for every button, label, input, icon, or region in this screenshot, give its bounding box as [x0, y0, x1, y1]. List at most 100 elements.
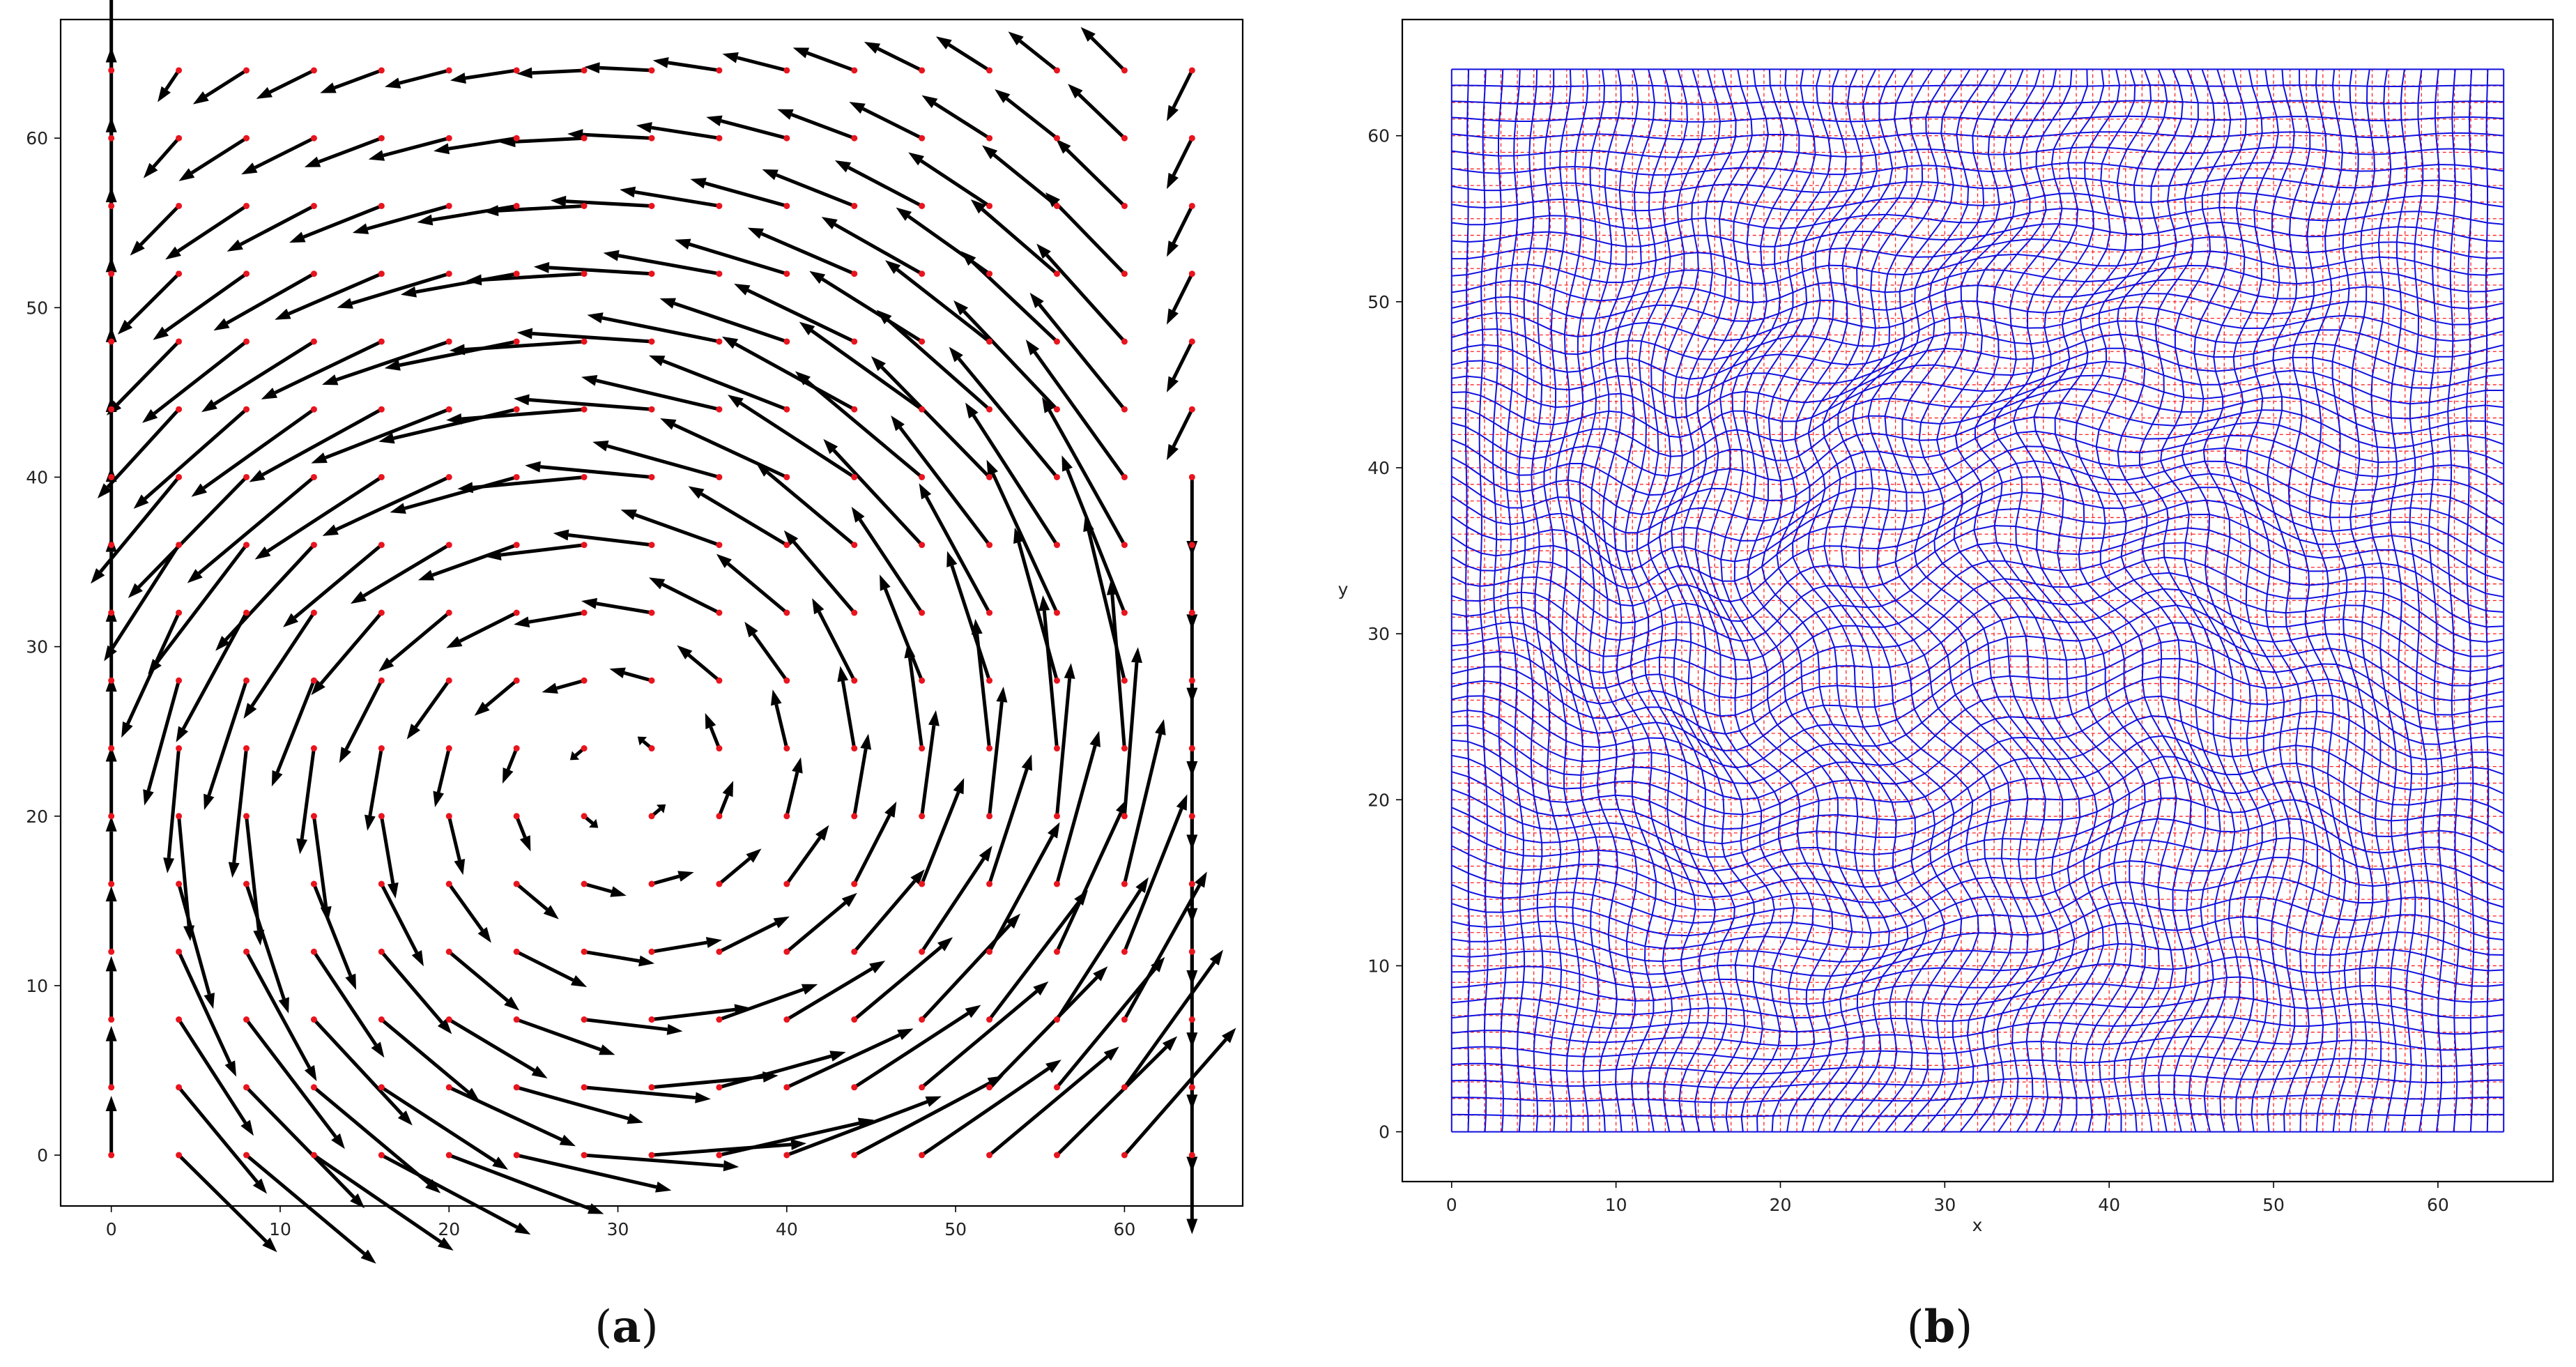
quiver-arrow-shaft — [920, 857, 986, 953]
quiver-arrow-head — [871, 356, 886, 372]
quiver-arrow-shaft — [988, 1055, 1109, 1156]
quiver-arrow-head — [581, 375, 598, 386]
quiver-grid-point — [919, 473, 926, 480]
quiver-arrow-head — [261, 388, 278, 399]
quiver-arrow-head — [553, 529, 569, 541]
quiver-arrow-head — [908, 152, 924, 166]
quiver-grid-point — [716, 745, 723, 752]
quiver-grid-point — [716, 135, 723, 142]
quiver-arrow-head — [224, 1060, 237, 1077]
quiver-arrow-head — [688, 486, 705, 499]
quiver-grid-point — [310, 948, 317, 955]
quiver-grid-point — [919, 948, 926, 955]
quiver-arrow-head — [979, 846, 992, 862]
quiver-arrow-shaft — [746, 289, 855, 344]
quiver-arrow-head — [519, 835, 531, 852]
quiver-grid-point — [783, 542, 790, 549]
quiver-grid-point — [378, 813, 385, 820]
quiver-arrow-shaft — [254, 136, 315, 169]
quiver-grid-point — [108, 406, 115, 413]
quiver-grid-point — [648, 270, 655, 277]
quiver-arrow-shaft — [1055, 889, 1142, 1021]
quiver-arrow-head — [795, 371, 811, 385]
quiver-arrow-shaft — [528, 611, 585, 624]
quiver-grid-point — [716, 473, 723, 480]
quiver-arrow-shaft — [785, 1100, 928, 1157]
quiver-grid-point — [648, 135, 655, 142]
quiver-arrow-head — [240, 1120, 254, 1136]
quiver-arrow-shaft — [155, 544, 248, 664]
quiver-arrow-head — [599, 1044, 615, 1055]
quiver-arrow-head — [864, 42, 881, 54]
quiver-arrow-shaft — [506, 747, 519, 770]
quiver-arrow-head — [337, 298, 353, 309]
quiver-arrow-head — [1186, 970, 1198, 986]
quiver-arrow-head — [773, 916, 790, 929]
quiver-grid-point — [445, 202, 452, 209]
quiver-arrow-shaft — [99, 475, 181, 573]
quiver-arrow-head — [1186, 1219, 1198, 1235]
quiver-arrow-head — [339, 747, 351, 763]
quiver-arrow-shaft — [1123, 808, 1183, 953]
quiver-grid-point — [378, 406, 385, 413]
quiver-grid-point — [648, 813, 655, 820]
quiver-grid-point — [243, 135, 250, 142]
quiver-grid-point — [716, 1152, 723, 1159]
quiver-arrow-head — [262, 1237, 277, 1253]
quiver-arrow-head — [474, 701, 490, 716]
quiver-arrow-head — [204, 992, 215, 1009]
quiver-arrow-shaft — [673, 423, 788, 479]
quiver-arrow-head — [965, 1005, 981, 1018]
quiver-grid-point — [648, 1152, 655, 1159]
quiver-grid-point — [1053, 1084, 1060, 1091]
quiver-arrow-head — [982, 145, 998, 160]
quiver-arrow-head — [514, 1222, 531, 1235]
quiver-grid-point — [108, 948, 115, 955]
quiver-arrow-head — [910, 869, 925, 885]
quiver-arrow-shaft — [950, 565, 991, 682]
quiver-arrow-head — [1045, 192, 1061, 208]
quiver-grid-point — [513, 202, 520, 209]
quiver-arrow-shaft — [431, 204, 517, 222]
quiver-arrow-shaft — [177, 951, 232, 1064]
x-tick-label: 0 — [106, 1219, 117, 1239]
quiver-grid-point — [445, 338, 452, 345]
quiver-arrow-shaft — [651, 874, 680, 886]
quiver-arrow-head — [105, 1095, 117, 1111]
quiver-arrow-head — [368, 150, 385, 161]
quiver-grid-point — [108, 67, 115, 74]
quiver-arrow-shaft — [516, 1153, 657, 1189]
quiver-arrow-shaft — [991, 473, 1059, 614]
quiver-arrow-head — [592, 441, 609, 452]
quiver-arrow-shaft — [484, 679, 518, 708]
quiver-arrow-shaft — [461, 407, 585, 421]
quiver-arrow-shaft — [988, 701, 1004, 817]
quiver-arrow-shaft — [963, 310, 1059, 411]
quiver-arrow-head — [516, 67, 532, 79]
quiver-arrow-head — [457, 482, 474, 494]
quiver-arrow-shaft — [887, 319, 991, 411]
quiver-arrow-head — [364, 814, 376, 831]
quiver-arrow-shaft — [1033, 351, 1126, 478]
quiver-arrow-head — [296, 838, 308, 855]
quiver-grid-point — [986, 948, 993, 955]
quiver-arrow-shaft — [1055, 678, 1072, 817]
quiver-grid-point — [445, 1152, 452, 1159]
quiver-arrow-head — [849, 102, 866, 114]
quiver-arrow-head — [417, 214, 434, 226]
quiver-arrow-head — [215, 636, 230, 651]
quiver-grid-point — [716, 880, 723, 887]
quiver-arrow-shaft — [834, 222, 923, 275]
quiver-grid-point — [581, 406, 588, 413]
x-tick-label: 20 — [1770, 1195, 1792, 1215]
quiver-arrow-head — [105, 886, 117, 902]
quiver-grid-point — [1188, 1084, 1195, 1091]
quiver-arrow-shaft — [981, 208, 1059, 275]
quiver-grid-point — [243, 1152, 250, 1159]
quiver-grid-point — [1188, 880, 1195, 887]
quiver-grid-point — [513, 135, 520, 142]
quiver-arrow-head — [1166, 240, 1179, 257]
quiver-arrow-head — [153, 326, 169, 340]
quiver-arrow-head — [275, 308, 291, 320]
